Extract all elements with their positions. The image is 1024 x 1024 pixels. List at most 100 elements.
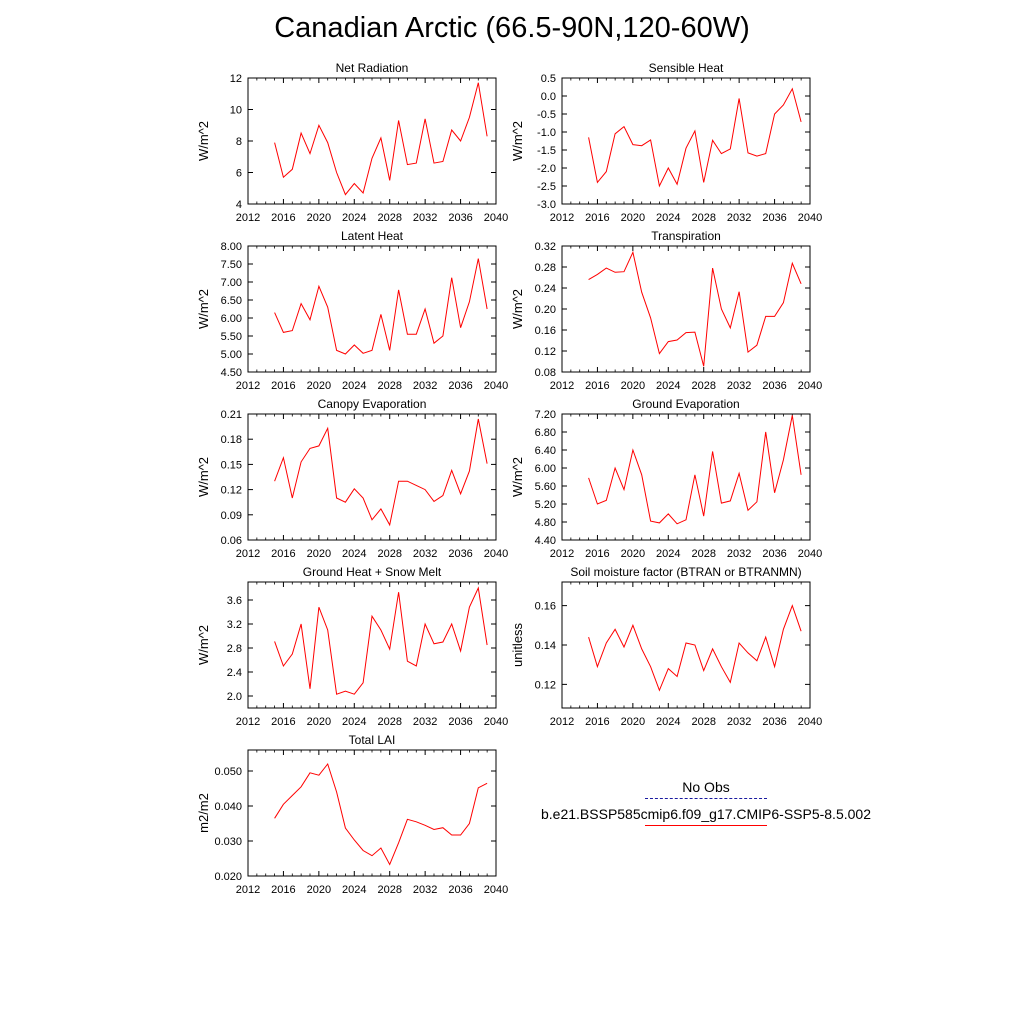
x-tick-label: 2036 — [448, 884, 472, 896]
y-tick-label: 0.040 — [214, 801, 242, 813]
legend-line-obs — [645, 798, 767, 799]
y-tick-label: 0.09 — [221, 510, 242, 522]
y-tick-label: 0.15 — [221, 459, 242, 471]
x-tick-label: 2024 — [656, 716, 680, 728]
series-line — [274, 762, 488, 866]
y-tick-label: 3.6 — [227, 595, 242, 607]
series-line — [274, 82, 488, 196]
x-tick-label: 2040 — [798, 212, 822, 224]
x-tick-label: 2028 — [691, 716, 715, 728]
x-tick-label: 2032 — [727, 548, 751, 560]
y-tick-label: -2.0 — [537, 163, 556, 175]
series-line — [588, 415, 802, 525]
y-tick-label: 7.20 — [535, 409, 556, 421]
x-tick-label: 2016 — [271, 380, 295, 392]
panel-8: Soil moisture factor (BTRAN or BTRANMN) u… — [510, 565, 822, 728]
y-tick-label: 0.020 — [214, 871, 242, 883]
x-tick-label: 2028 — [377, 884, 401, 896]
x-tick-label: 2012 — [236, 548, 260, 560]
panel-6: Ground Evaporation W/m^2 2012 2016 2020 2024 2… — [510, 397, 822, 560]
x-tick-label: 2016 — [271, 548, 295, 560]
x-tick-label: 2032 — [727, 380, 751, 392]
y-tick-label: 0.08 — [535, 367, 556, 379]
y-tick-label: 6.80 — [535, 427, 556, 439]
y-tick-label: 6.00 — [535, 463, 556, 475]
panel-7: Ground Heat + Snow Melt W/m^2 2012 2016 2020… — [196, 565, 508, 728]
plot-frame — [561, 581, 811, 709]
y-tick-label: 4.80 — [535, 517, 556, 529]
x-tick-label: 2024 — [342, 212, 366, 224]
y-tick-label: 12 — [230, 73, 242, 85]
x-tick-label: 2016 — [585, 380, 609, 392]
x-tick-label: 2012 — [236, 380, 260, 392]
x-tick-label: 2016 — [271, 716, 295, 728]
x-tick-label: 2016 — [271, 884, 295, 896]
series-line — [274, 418, 488, 527]
x-tick-label: 2032 — [413, 716, 437, 728]
x-tick-label: 2032 — [413, 212, 437, 224]
y-tick-label: 0.20 — [535, 304, 556, 316]
y-tick-label: 0.030 — [214, 836, 242, 848]
y-tick-label: 0.12 — [535, 679, 556, 691]
y-tick-label: 2.0 — [227, 691, 242, 703]
y-axis-label: W/m^2 — [510, 289, 525, 329]
y-tick-label: -2.5 — [537, 181, 556, 193]
x-tick-label: 2020 — [307, 884, 331, 896]
x-tick-label: 2012 — [236, 716, 260, 728]
y-axis-label: W/m^2 — [510, 121, 525, 161]
y-tick-label: 5.50 — [221, 331, 242, 343]
y-tick-label: 7.50 — [221, 259, 242, 271]
panel-title: Canopy Evaporation — [318, 397, 427, 411]
series-line — [274, 258, 488, 355]
x-tick-label: 2020 — [621, 548, 645, 560]
y-tick-label: 6.00 — [221, 313, 242, 325]
y-tick-label: 0.18 — [221, 434, 242, 446]
series-line — [588, 604, 802, 692]
panel-title: Soil moisture factor (BTRAN or BTRANMN) — [570, 565, 801, 579]
x-tick-label: 2020 — [307, 548, 331, 560]
y-tick-label: 4 — [236, 199, 242, 211]
x-tick-label: 2036 — [762, 548, 786, 560]
x-tick-label: 2012 — [550, 380, 574, 392]
x-tick-label: 2032 — [413, 884, 437, 896]
y-tick-label: 0.32 — [535, 241, 556, 253]
x-tick-label: 2012 — [236, 212, 260, 224]
legend-line-model — [645, 825, 767, 826]
x-tick-label: 2024 — [656, 548, 680, 560]
y-tick-label: 8 — [236, 136, 242, 148]
x-tick-label: 2028 — [377, 212, 401, 224]
plot-frame — [561, 77, 811, 205]
x-tick-label: 2028 — [377, 380, 401, 392]
panel-title: Latent Heat — [341, 229, 404, 243]
x-tick-label: 2020 — [307, 380, 331, 392]
y-tick-label: 10 — [230, 105, 242, 117]
y-tick-label: 6 — [236, 168, 242, 180]
x-tick-label: 2040 — [798, 716, 822, 728]
x-tick-label: 2020 — [307, 212, 331, 224]
x-tick-label: 2040 — [484, 212, 508, 224]
x-tick-label: 2020 — [621, 212, 645, 224]
plot-frame — [247, 413, 497, 541]
x-tick-label: 2036 — [762, 212, 786, 224]
y-axis-label: W/m^2 — [196, 121, 211, 161]
x-tick-label: 2032 — [727, 212, 751, 224]
y-tick-label: -3.0 — [537, 199, 556, 211]
y-tick-label: -1.0 — [537, 127, 556, 139]
panel-title: Net Radiation — [336, 61, 409, 75]
x-tick-label: 2040 — [484, 884, 508, 896]
y-tick-label: 0.16 — [535, 601, 556, 613]
panel-title: Total LAI — [349, 733, 396, 747]
x-tick-label: 2028 — [691, 548, 715, 560]
y-tick-label: 0.12 — [535, 346, 556, 358]
y-tick-label: 4.50 — [221, 367, 242, 379]
y-tick-label: 5.60 — [535, 481, 556, 493]
series-line — [274, 586, 488, 695]
y-tick-label: 6.40 — [535, 445, 556, 457]
legend: No Obs b.e21.BSSP585cmip6.f09_g17.CMIP6-… — [520, 778, 892, 832]
legend-label-model: b.e21.BSSP585cmip6.f09_g17.CMIP6-SSP5-8.… — [541, 806, 871, 822]
x-tick-label: 2040 — [798, 380, 822, 392]
y-tick-label: -1.5 — [537, 145, 556, 157]
y-tick-label: 0.16 — [535, 325, 556, 337]
x-tick-label: 2012 — [550, 212, 574, 224]
